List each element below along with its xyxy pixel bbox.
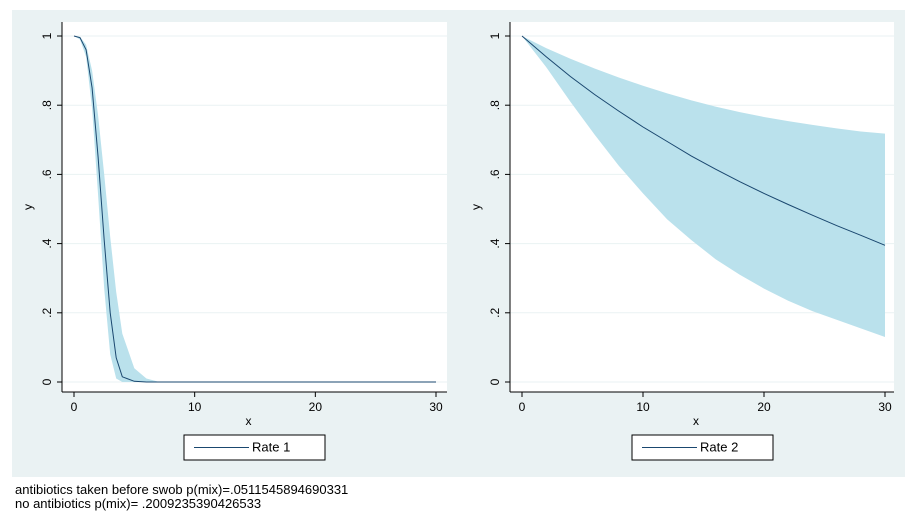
note-antibiotics-taken: antibiotics taken before swob p(mix)=.05… <box>15 482 349 497</box>
x-tick-label: 30 <box>878 400 892 414</box>
y-tick-label: .6 <box>40 169 54 179</box>
y-tick-label: 0 <box>488 378 502 385</box>
x-axis-title: x <box>693 414 699 428</box>
note-no-antibiotics: no antibiotics p(mix)= .2009235390426533 <box>15 496 262 511</box>
series-line <box>521 35 886 246</box>
x-tick-label: 10 <box>636 400 650 414</box>
x-tick-label: 20 <box>757 400 771 414</box>
x-tick-label: 10 <box>188 400 202 414</box>
y-tick-label: .4 <box>40 238 54 248</box>
y-tick-label: .6 <box>488 169 502 179</box>
y-tick-label: .2 <box>488 307 502 317</box>
confidence-band <box>522 36 885 337</box>
confidence-band <box>74 36 436 382</box>
y-tick-label: 0 <box>40 378 54 385</box>
series-line <box>73 35 436 383</box>
legend-label: Rate 1 <box>252 440 290 455</box>
x-tick-label: 20 <box>309 400 323 414</box>
x-tick-label: 0 <box>71 400 78 414</box>
legend-label: Rate 2 <box>700 440 738 455</box>
y-tick-label: .2 <box>40 307 54 317</box>
y-tick-label: .8 <box>488 100 502 110</box>
y-tick-label: 1 <box>488 32 502 39</box>
plot-region <box>62 22 447 392</box>
y-tick-label: .8 <box>40 100 54 110</box>
x-axis-title: x <box>246 414 252 428</box>
y-tick-label: .4 <box>488 238 502 248</box>
y-tick-label: 1 <box>40 32 54 39</box>
y-axis-title: y <box>469 204 483 210</box>
x-tick-label: 30 <box>429 400 443 414</box>
x-tick-label: 0 <box>519 400 526 414</box>
y-axis-title: y <box>21 204 35 210</box>
